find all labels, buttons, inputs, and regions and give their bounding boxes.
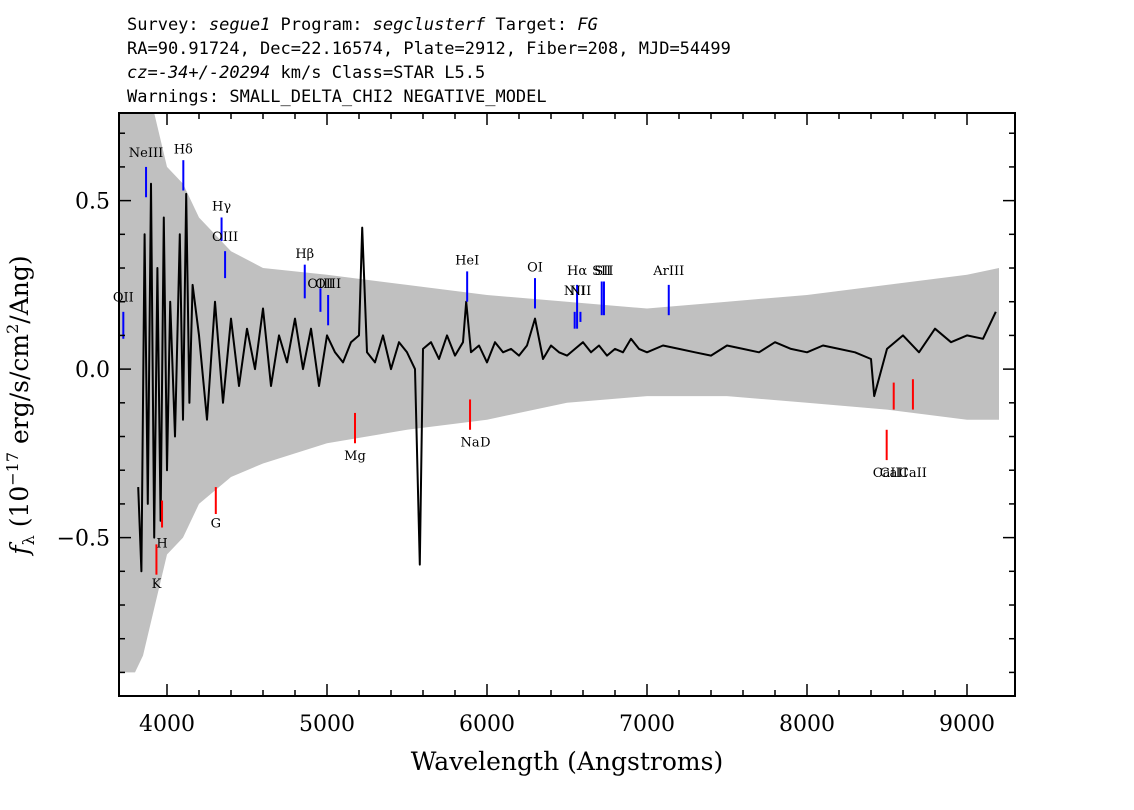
absorption-line-label: CaII bbox=[880, 466, 908, 481]
y-axis-label: fλ (10−17 erg/s/cm2/Ang) bbox=[3, 255, 38, 556]
emission-line-label: OIII bbox=[315, 277, 341, 292]
header-line-2: RA=90.91724, Dec=22.16574, Plate=2912, F… bbox=[127, 39, 731, 59]
absorption-line-label: G bbox=[211, 517, 221, 532]
x-axis-label: Wavelength (Angstroms) bbox=[411, 747, 723, 776]
emission-line-label: Hβ bbox=[295, 247, 314, 262]
cz-value: cz=-34+/-20294 bbox=[127, 63, 270, 83]
y-tick-label: 0.5 bbox=[75, 190, 110, 215]
absorption-line-label: CaII bbox=[899, 466, 927, 481]
emission-line-label: ArIII bbox=[652, 264, 684, 279]
absorption-line-label: CaII bbox=[873, 466, 901, 481]
emission-line-label: SII bbox=[594, 264, 613, 279]
emission-line-label: NII bbox=[570, 284, 592, 299]
absorption-line-label: H bbox=[156, 537, 167, 552]
header-line-4: Warnings: SMALL_DELTA_CHI2 NEGATIVE_MODE… bbox=[127, 87, 547, 107]
absorption-line-label: Na bbox=[460, 436, 479, 451]
flux-series bbox=[137, 182, 997, 573]
absorption-line-label: Mg bbox=[344, 449, 366, 464]
emission-line-label: Hα bbox=[567, 264, 587, 279]
emission-line-label: OIII bbox=[307, 277, 333, 292]
flux-line bbox=[137, 182, 997, 573]
y-tick-label: 0.0 bbox=[75, 358, 110, 383]
header-line-3: cz=-34+/-20294 km/s Class=STAR L5.5 bbox=[127, 63, 485, 83]
error-band bbox=[119, 113, 999, 673]
emission-line-label: OIII bbox=[212, 230, 238, 245]
program-value: segclusterf bbox=[373, 15, 486, 35]
emission-line-label: OI bbox=[527, 260, 543, 275]
x-tick-label: 8000 bbox=[779, 712, 835, 737]
axis-ticks: 4000 5000 6000 7000 8000 9000 −0.5 0.0 0.5 bbox=[57, 113, 1015, 737]
emission-line-label: NII bbox=[564, 284, 586, 299]
emission-line-label: SII bbox=[592, 264, 611, 279]
error-band-area bbox=[119, 113, 999, 673]
plot-frame bbox=[118, 112, 1016, 697]
emission-line-label: Hδ bbox=[174, 142, 193, 157]
emission-line-label: HeI bbox=[455, 254, 479, 269]
survey-value: segue1 bbox=[209, 15, 270, 35]
header-line-1: Survey: segue1 Program: segclusterf Targ… bbox=[127, 15, 598, 35]
absorption-line-label: D bbox=[480, 436, 490, 451]
x-tick-label: 4000 bbox=[139, 712, 195, 737]
emission-line-label: Hγ bbox=[212, 200, 231, 215]
y-tick-label: −0.5 bbox=[57, 527, 110, 552]
emission-line-label: NeIII bbox=[129, 146, 163, 161]
x-tick-label: 6000 bbox=[459, 712, 515, 737]
x-tick-label: 5000 bbox=[299, 712, 355, 737]
absorption-line-label: K bbox=[152, 577, 162, 592]
x-tick-label: 7000 bbox=[619, 712, 675, 737]
x-tick-label: 9000 bbox=[939, 712, 995, 737]
emission-line-label: OII bbox=[113, 291, 134, 306]
plot-area bbox=[119, 113, 999, 673]
target-value: FG bbox=[577, 15, 597, 35]
